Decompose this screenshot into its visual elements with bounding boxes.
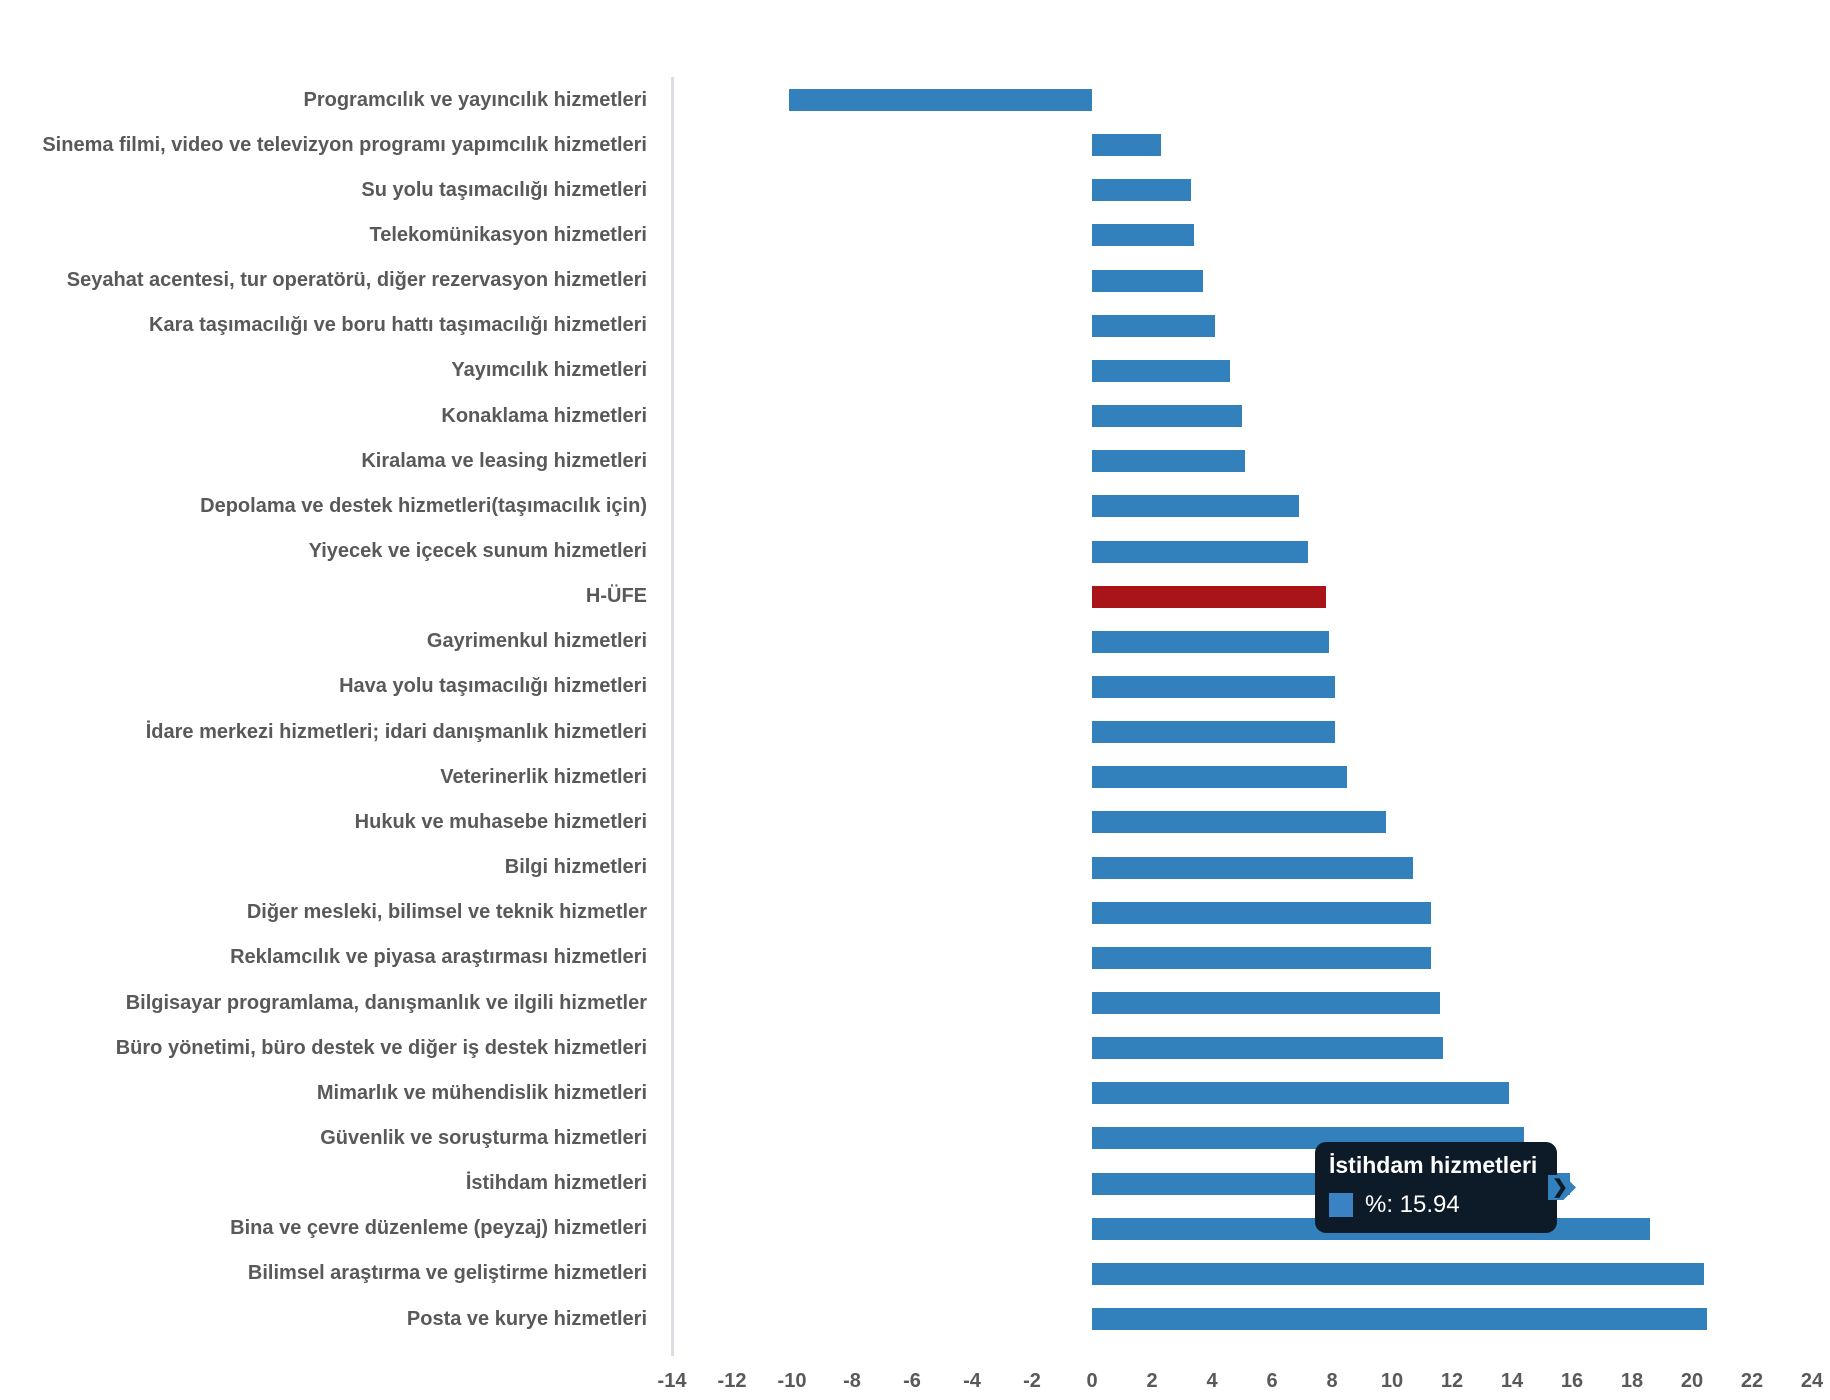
category-label: Kara taşımacılığı ve boru hattı taşımacı… bbox=[149, 314, 647, 337]
bar[interactable] bbox=[1092, 766, 1347, 789]
category-axis-line bbox=[671, 77, 674, 1356]
category-label: Su yolu taşımacılığı hizmetleri bbox=[361, 178, 647, 201]
chevron-right-icon: ❯ bbox=[1552, 1177, 1568, 1198]
category-label: Telekomünikasyon hizmetleri bbox=[369, 223, 648, 246]
bar[interactable] bbox=[1092, 1262, 1704, 1285]
bar[interactable] bbox=[1092, 224, 1194, 247]
bar[interactable] bbox=[1092, 585, 1326, 608]
x-tick-label: 6 bbox=[1266, 1370, 1278, 1392]
bar[interactable] bbox=[1092, 675, 1335, 698]
bar[interactable] bbox=[1092, 269, 1203, 292]
bar[interactable] bbox=[1092, 856, 1413, 879]
x-tick-label: 22 bbox=[1740, 1370, 1764, 1392]
category-label: Reklamcılık ve piyasa araştırması hizmet… bbox=[230, 946, 647, 969]
category-label: İstihdam hizmetleri bbox=[465, 1172, 647, 1195]
category-label: Bilimsel araştırma ve geliştirme hizmetl… bbox=[247, 1262, 647, 1285]
category-label: Programcılık ve yayıncılık hizmetleri bbox=[303, 88, 648, 111]
category-label: Mimarlık ve mühendislik hizmetleri bbox=[316, 1081, 647, 1104]
x-tick-label: 18 bbox=[1620, 1370, 1644, 1392]
tooltip-title: İstihdam hizmetleri bbox=[1329, 1152, 1538, 1178]
x-tick-label: 8 bbox=[1326, 1370, 1338, 1392]
category-label: Güvenlik ve soruşturma hizmetleri bbox=[320, 1126, 647, 1149]
bar[interactable] bbox=[1092, 1037, 1443, 1060]
tooltip-value-row: %: 15.94 bbox=[1329, 1191, 1545, 1219]
category-label: Büro yönetimi, büro destek ve diğer iş d… bbox=[115, 1036, 647, 1059]
category-label: Hukuk ve muhasebe hizmetleri bbox=[354, 810, 647, 833]
category-label: Kiralama ve leasing hizmetleri bbox=[361, 449, 647, 472]
category-label: Seyahat acentesi, tur operatörü, diğer r… bbox=[66, 269, 647, 292]
bar[interactable] bbox=[1092, 134, 1161, 157]
x-tick-label: -14 bbox=[657, 1370, 687, 1392]
x-tick-label: 4 bbox=[1206, 1370, 1218, 1392]
category-label: Hava yolu taşımacılığı hizmetleri bbox=[339, 675, 647, 698]
category-label: Gayrimenkul hizmetleri bbox=[426, 630, 647, 653]
x-tick-label: -2 bbox=[1023, 1370, 1041, 1392]
bar[interactable] bbox=[1092, 314, 1215, 337]
bar[interactable] bbox=[1092, 811, 1386, 834]
category-label: Sinema filmi, video ve televizyon progra… bbox=[42, 133, 647, 156]
category-label: H-ÜFE bbox=[585, 585, 647, 608]
category-label: Bilgi hizmetleri bbox=[504, 856, 647, 879]
category-label: İdare merkezi hizmetleri; idari danışman… bbox=[145, 720, 647, 743]
bar[interactable] bbox=[1092, 1308, 1707, 1331]
category-label: Veterinerlik hizmetleri bbox=[440, 765, 647, 788]
x-tick-label: -10 bbox=[777, 1370, 807, 1392]
tooltip: İstihdam hizmetleri %: 15.94 bbox=[1315, 1142, 1557, 1233]
bar[interactable] bbox=[1092, 630, 1329, 653]
bar[interactable] bbox=[789, 89, 1092, 111]
bar[interactable] bbox=[1092, 946, 1431, 969]
category-label: Depolama ve destek hizmetleri(taşımacılı… bbox=[200, 494, 647, 517]
x-tick-label: -8 bbox=[843, 1370, 861, 1392]
category-label: Bina ve çevre düzenleme (peyzaj) hizmetl… bbox=[230, 1217, 647, 1240]
x-tick-label: -6 bbox=[903, 1370, 921, 1392]
x-tick-label: 20 bbox=[1680, 1370, 1704, 1392]
x-tick-label: 24 bbox=[1800, 1370, 1824, 1392]
bar[interactable] bbox=[1092, 450, 1245, 473]
x-tick-label: 12 bbox=[1440, 1370, 1464, 1392]
bar[interactable] bbox=[1092, 540, 1308, 563]
category-label: Yiyecek ve içecek sunum hizmetleri bbox=[308, 540, 647, 562]
x-tick-label: 10 bbox=[1380, 1370, 1404, 1392]
category-label: Diğer mesleki, bilimsel ve teknik hizmet… bbox=[246, 901, 647, 924]
bar[interactable] bbox=[1092, 405, 1242, 428]
category-label: Konaklama hizmetleri bbox=[441, 404, 647, 427]
x-tick-label: -4 bbox=[963, 1370, 981, 1392]
bar[interactable] bbox=[1092, 721, 1335, 744]
tooltip-series-swatch bbox=[1329, 1193, 1353, 1217]
bar[interactable] bbox=[1092, 992, 1440, 1014]
bar[interactable] bbox=[1092, 901, 1431, 924]
tooltip-value: %: 15.94 bbox=[1365, 1191, 1460, 1218]
bar[interactable] bbox=[1092, 179, 1191, 202]
x-tick-label: -12 bbox=[717, 1370, 747, 1392]
category-label: Bilgisayar programlama, danışmanlık ve i… bbox=[125, 991, 647, 1014]
tooltip-pointer-icon: ❯ bbox=[1548, 1175, 1576, 1200]
x-tick-label: 16 bbox=[1560, 1370, 1584, 1392]
category-label: Posta ve kurye hizmetleri bbox=[406, 1307, 647, 1330]
x-tick-label: 2 bbox=[1146, 1370, 1158, 1392]
bar[interactable] bbox=[1092, 359, 1230, 382]
bar[interactable] bbox=[1092, 495, 1299, 518]
x-tick-label: 0 bbox=[1086, 1370, 1098, 1392]
category-label: Yayımcılık hizmetleri bbox=[451, 359, 647, 382]
x-tick-label: 14 bbox=[1500, 1370, 1524, 1392]
bar[interactable] bbox=[1092, 1082, 1509, 1105]
